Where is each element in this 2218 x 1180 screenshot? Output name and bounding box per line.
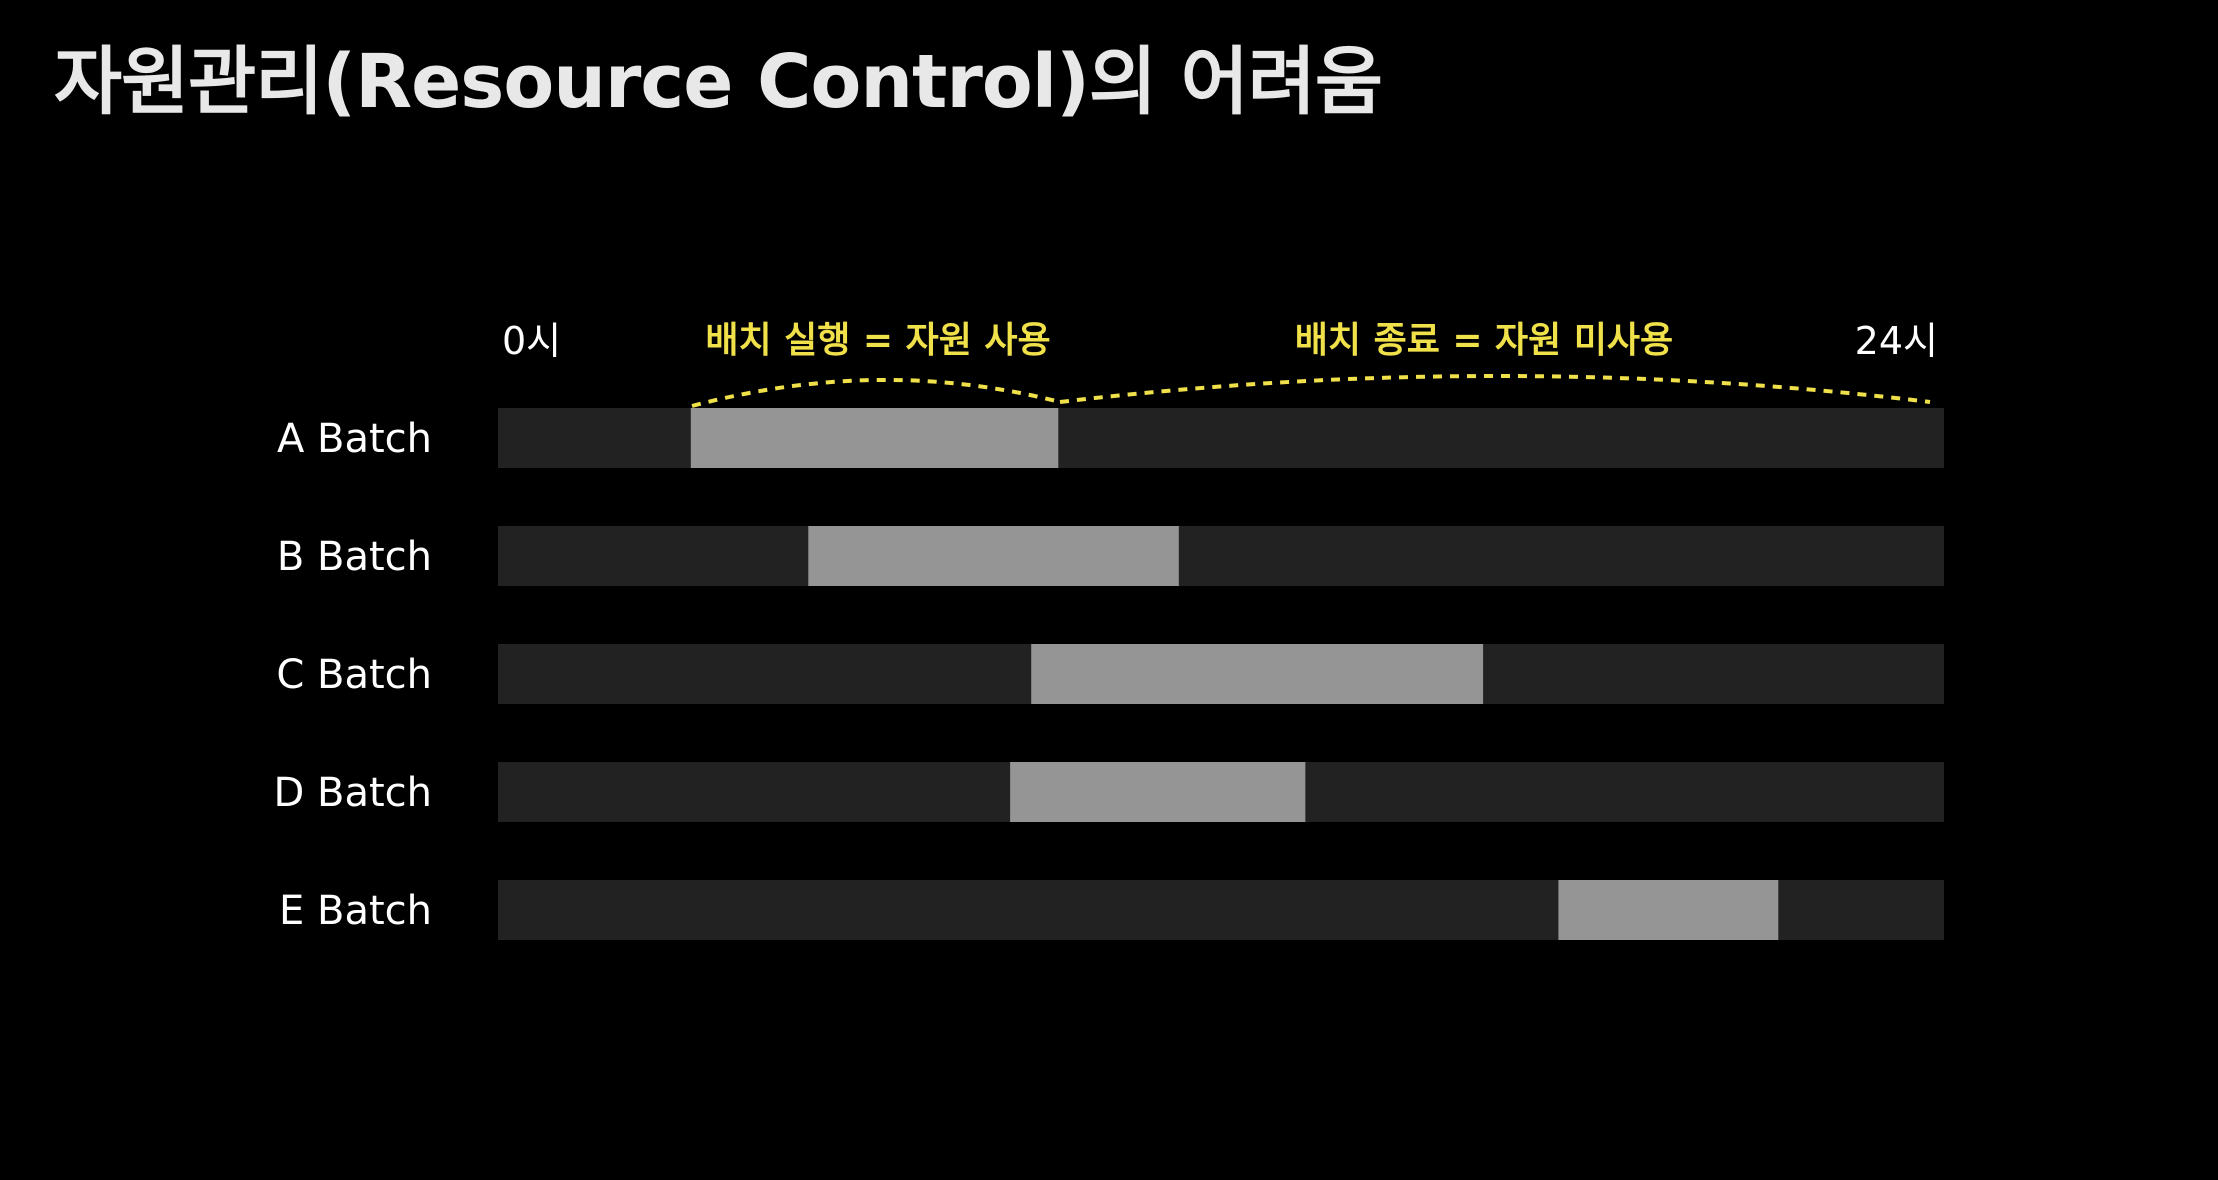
- running-annotation-label: 배치 실행 = 자원 사용: [705, 320, 1050, 361]
- e-batch-label: E Batch: [279, 888, 432, 934]
- a-batch-label: A Batch: [277, 416, 432, 462]
- a-batch-active-period: [690, 408, 1059, 468]
- c-batch-active-period: [1031, 644, 1484, 704]
- d-batch-active-period: [1010, 762, 1306, 822]
- slide-title: 자원관리(Resource Control)의 어려움: [54, 39, 1383, 125]
- timeline-start-label: 0시: [502, 319, 561, 363]
- idle-annotation-label: 배치 종료 = 자원 미사용: [1295, 320, 1673, 361]
- d-batch-label: D Batch: [274, 770, 433, 816]
- e-batch-active-period: [1558, 880, 1779, 940]
- batch-rows: A Batch B Batch C Batch D Batch E Batch: [274, 408, 1944, 940]
- b-batch-label: B Batch: [277, 534, 432, 580]
- b-batch-active-period: [808, 526, 1179, 586]
- timeline-end-label: 24시: [1855, 319, 1938, 363]
- idle-brace: [1059, 374, 1931, 404]
- c-batch-label: C Batch: [276, 652, 432, 698]
- running-brace: [691, 378, 1061, 408]
- b-batch-track: [498, 526, 1944, 586]
